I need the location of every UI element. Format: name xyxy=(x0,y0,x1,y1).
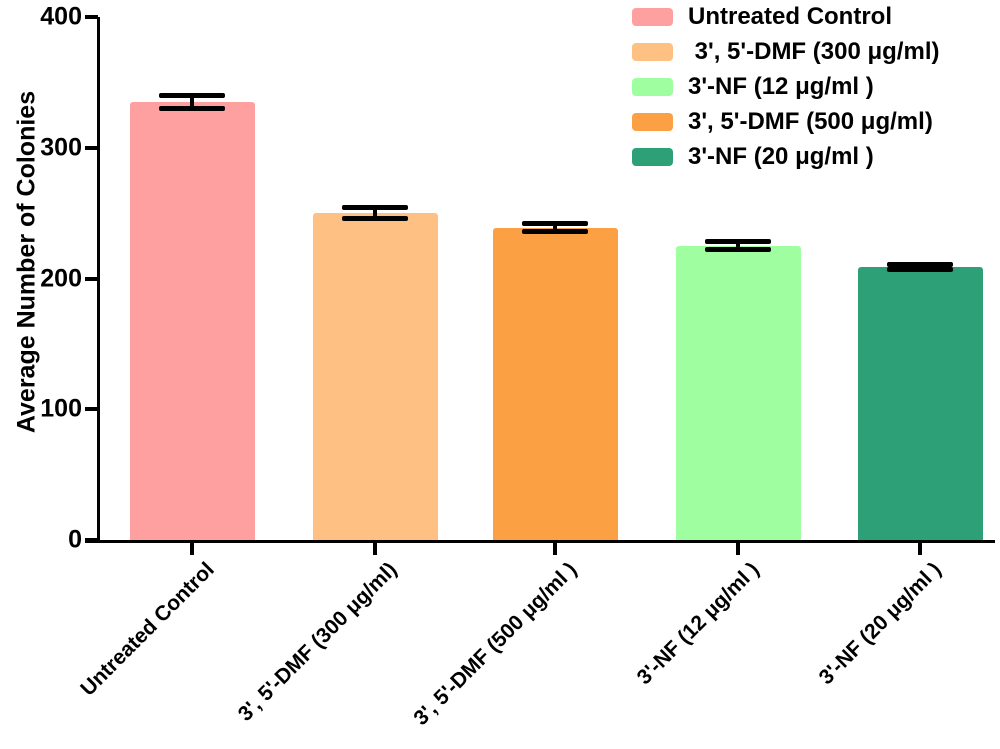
x-tick-mark xyxy=(373,543,377,555)
legend-label: 3'-NF (12 μg/ml ) xyxy=(688,73,874,100)
y-tick-label: 400 xyxy=(40,2,82,31)
x-tick-label: Untreated Control xyxy=(75,558,219,701)
x-tick-label: 3'-NF (12 μg/ml ) xyxy=(633,558,765,690)
error-bar-cap-top xyxy=(705,239,771,245)
error-bar-cap-bottom xyxy=(342,215,408,221)
bar-4 xyxy=(857,266,983,540)
x-tick-mark xyxy=(553,543,557,555)
error-bar-cap-bottom xyxy=(522,228,588,234)
error-bar-line xyxy=(190,95,194,109)
error-bar-cap-bottom xyxy=(159,106,225,112)
y-axis-spine xyxy=(97,17,100,543)
error-bar-cap-top xyxy=(159,92,225,98)
legend-item: Untreated Control xyxy=(632,3,939,30)
bar-3 xyxy=(675,245,801,540)
x-tick-label: 3'-NF (20 μg/ml ) xyxy=(815,558,947,690)
x-tick-mark xyxy=(190,543,194,555)
legend-label: 3', 5'-DMF (500 μg/ml) xyxy=(688,108,933,135)
legend-swatch xyxy=(632,148,673,166)
error-bar-cap-bottom xyxy=(887,266,953,272)
legend-swatch xyxy=(632,113,673,131)
error-bar-line xyxy=(918,264,922,270)
legend-swatch xyxy=(632,78,673,96)
y-tick-label: 300 xyxy=(40,133,82,162)
error-bar-cap-top xyxy=(342,205,408,211)
error-bar-cap-top xyxy=(522,221,588,227)
y-tick-mark xyxy=(85,276,98,281)
error-bar-cap-bottom xyxy=(705,247,771,253)
legend-label: 3', 5'-DMF (300 μg/ml) xyxy=(688,38,940,65)
x-tick-label: 3', 5'-DMF (500 μg/ml ) xyxy=(409,558,582,730)
y-tick-label: 100 xyxy=(40,394,82,423)
y-tick-label: 200 xyxy=(40,264,82,292)
x-axis-spine xyxy=(85,540,995,543)
legend-swatch xyxy=(632,43,673,61)
legend-item: 3', 5'-DMF (300 μg/ml) xyxy=(632,38,940,65)
error-bar-line xyxy=(736,241,740,250)
legend: Untreated Control 3', 5'-DMF (300 μg/ml)… xyxy=(632,3,940,180)
legend-item: 3'-NF (12 μg/ml ) xyxy=(632,73,939,100)
x-tick-mark xyxy=(736,543,740,555)
y-tick-label: 0 xyxy=(68,525,82,554)
y-tick-mark xyxy=(85,145,98,150)
y-tick-mark xyxy=(85,538,98,542)
x-tick-label: 3', 5'-DMF (300 μg/ml) xyxy=(233,558,402,726)
error-bar-line xyxy=(553,223,557,232)
legend-swatch xyxy=(632,8,673,26)
y-tick-mark xyxy=(85,407,98,412)
y-tick-mark xyxy=(85,15,98,19)
legend-label: 3'-NF (20 μg/ml ) xyxy=(688,143,874,170)
legend-label: Untreated Control xyxy=(688,3,892,30)
bar-1 xyxy=(312,213,438,540)
error-bar-cap-top xyxy=(887,261,953,267)
bar-2 xyxy=(492,227,618,540)
legend-item: 3', 5'-DMF (500 μg/ml) xyxy=(632,108,939,135)
legend-item: 3'-NF (20 μg/ml ) xyxy=(632,143,939,170)
error-bar-line xyxy=(373,207,377,219)
bar-0 xyxy=(129,101,255,540)
x-tick-mark xyxy=(918,543,922,555)
